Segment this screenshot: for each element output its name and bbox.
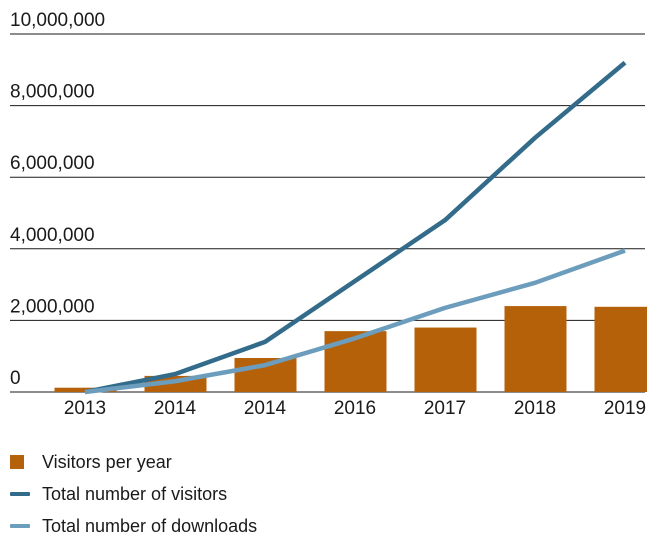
- legend-label-visitors-per-year: Visitors per year: [42, 452, 172, 473]
- x-tick-label: 2013: [64, 398, 106, 419]
- bar: [415, 328, 477, 392]
- y-tick-label: 4,000,000: [10, 225, 95, 246]
- y-tick-label: 0: [10, 368, 21, 389]
- legend-label-total-downloads: Total number of downloads: [42, 516, 257, 537]
- x-tick-label: 2017: [424, 398, 466, 419]
- y-tick-label: 6,000,000: [10, 153, 95, 174]
- x-axis-ticks: 2013 2014 2014 2016 2017 2018 2019: [64, 398, 646, 419]
- chart: 0 2,000,000 4,000,000 6,000,000 8,000,000 10,…: [0, 0, 647, 440]
- legend-item-total-downloads: Total number of downloads: [10, 510, 257, 542]
- legend-swatch-total-downloads: [10, 524, 30, 528]
- legend-item-visitors-per-year: Visitors per year: [10, 446, 257, 478]
- x-tick-label: 2018: [514, 398, 556, 419]
- legend-swatch-total-visitors: [10, 492, 30, 496]
- y-tick-label: 10,000,000: [10, 10, 105, 31]
- x-tick-label: 2014: [154, 398, 197, 419]
- x-tick-label: 2019: [604, 398, 646, 419]
- x-tick-label: 2014: [244, 398, 287, 419]
- bar: [505, 306, 567, 392]
- x-tick-label: 2016: [334, 398, 376, 419]
- legend-item-total-visitors: Total number of visitors: [10, 478, 257, 510]
- legend-swatch-visitors-per-year: [10, 455, 24, 469]
- y-axis-ticks: 0 2,000,000 4,000,000 6,000,000 8,000,000 10,…: [10, 10, 105, 389]
- y-tick-label: 8,000,000: [10, 82, 95, 103]
- y-tick-label: 2,000,000: [10, 296, 95, 317]
- bar: [595, 307, 647, 392]
- legend-label-total-visitors: Total number of visitors: [42, 484, 227, 505]
- legend: Visitors per year Total number of visito…: [10, 446, 257, 542]
